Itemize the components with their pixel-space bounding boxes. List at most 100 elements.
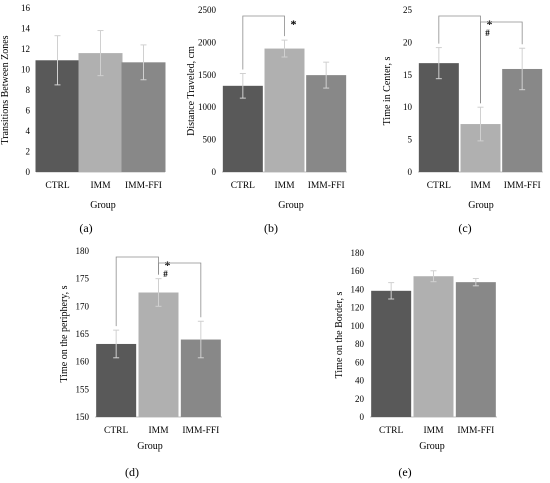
panel-label: (c) xyxy=(458,221,471,235)
x-axis-title: Group xyxy=(278,200,304,211)
y-tick-label: 170 xyxy=(76,301,90,311)
y-tick-label: 160 xyxy=(351,266,365,276)
y-tick-label: 2500 xyxy=(198,5,217,15)
error-bar xyxy=(388,282,395,300)
error-bar xyxy=(97,30,104,77)
y-tick-label: 2 xyxy=(26,147,31,157)
y-axis-title: Transitions Between Zones xyxy=(0,35,11,144)
y-tick-label: 5 xyxy=(408,135,413,145)
category-label: IMM xyxy=(148,426,169,436)
y-tick-label: 0 xyxy=(26,167,31,177)
significance-bracket xyxy=(158,262,202,318)
category-label: IMM xyxy=(423,426,444,436)
panel-label: (a) xyxy=(79,221,92,235)
y-tick-label: 80 xyxy=(355,339,365,349)
y-tick-label: 40 xyxy=(355,376,365,386)
y-tick-label: 20 xyxy=(403,37,413,47)
y-tick-label: 160 xyxy=(76,357,90,367)
significance-mark: * xyxy=(487,17,493,31)
y-tick-label: 20 xyxy=(355,394,365,404)
category-label: CTRL xyxy=(104,426,128,436)
category-label: CTRL xyxy=(231,181,255,191)
y-tick-label: 10 xyxy=(403,102,413,112)
panel-label: (b) xyxy=(264,221,278,235)
significance-mark: # xyxy=(163,269,168,279)
significance-mark: * xyxy=(291,17,297,31)
y-tick-label: 12 xyxy=(21,44,30,54)
error-bar xyxy=(113,329,120,359)
y-tick-label: 15 xyxy=(403,70,413,80)
y-axis-title: Distance Traveled, cm xyxy=(186,46,197,136)
y-axis-title: Time on the periphery, s xyxy=(59,285,70,382)
bar-imm-ffi xyxy=(121,62,166,173)
y-tick-label: 16 xyxy=(21,3,31,13)
y-axis-title: Time in Center, s xyxy=(382,57,393,126)
significance-mark: # xyxy=(485,28,490,38)
panel-label: (e) xyxy=(398,465,411,479)
error-bar xyxy=(155,278,162,307)
y-tick-label: 175 xyxy=(76,274,90,284)
y-tick-label: 2000 xyxy=(198,37,217,47)
y-tick-label: 4 xyxy=(26,126,31,136)
category-label: IMM-FFI xyxy=(504,181,541,191)
error-bar xyxy=(477,106,484,142)
y-tick-label: 1500 xyxy=(198,70,217,80)
y-tick-label: 180 xyxy=(351,248,365,258)
bar-ctrl xyxy=(418,63,459,172)
significance-bracket xyxy=(480,21,523,104)
category-label: CTRL xyxy=(45,181,69,191)
category-label: IMM-FFI xyxy=(182,426,219,436)
category-label: IMM xyxy=(90,181,111,191)
bar-imm-ffi xyxy=(306,75,347,172)
y-tick-label: 180 xyxy=(76,246,90,256)
category-label: IMM-FFI xyxy=(125,181,162,191)
y-tick-label: 500 xyxy=(203,135,217,145)
error-bar xyxy=(54,35,61,86)
bar-ctrl xyxy=(371,290,412,417)
y-tick-label: 165 xyxy=(76,329,90,339)
x-axis-title: Group xyxy=(468,200,494,211)
category-label: IMM-FFI xyxy=(308,181,345,191)
y-tick-label: 100 xyxy=(351,321,365,331)
panel-label: (d) xyxy=(125,465,139,479)
bar-imm xyxy=(264,48,305,172)
y-tick-label: 150 xyxy=(76,412,90,422)
y-tick-label: 60 xyxy=(355,357,365,367)
chart-panel-2: 0 500 1000 1500 2000 2500 CTRL IMM IMM-FFI * Group… xyxy=(186,5,347,235)
y-tick-label: 0 xyxy=(360,412,365,422)
y-tick-label: 8 xyxy=(26,85,31,95)
bar-imm xyxy=(413,276,454,417)
significance-mark: * xyxy=(165,258,171,272)
error-bar xyxy=(430,270,437,283)
bar-imm xyxy=(138,292,179,417)
bar-imm-ffi xyxy=(455,282,496,417)
y-tick-label: 10 xyxy=(21,65,31,75)
error-bar xyxy=(239,73,246,99)
y-tick-label: 6 xyxy=(26,106,31,116)
category-label: CTRL xyxy=(379,426,403,436)
category-label: CTRL xyxy=(427,181,451,191)
category-label: IMM-FFI xyxy=(457,426,494,436)
y-tick-label: 155 xyxy=(76,384,90,394)
error-bar xyxy=(140,44,147,81)
x-axis-title: Group xyxy=(90,200,116,211)
bar-ctrl xyxy=(222,85,263,172)
x-axis-title: Group xyxy=(137,441,163,452)
error-bar xyxy=(519,47,526,91)
y-tick-label: 1000 xyxy=(198,102,217,112)
chart-panel-4: 150 155 160 165 170 175 180 CTRL IMM IMM-FFI *# Gro… xyxy=(59,246,222,479)
y-tick-label: 14 xyxy=(21,24,31,34)
category-label: IMM xyxy=(470,181,491,191)
chart-panel-5: 0 20 40 60 80 100 120 140 160 180 CTRL IMM IMM-FFI Gr… xyxy=(334,248,497,479)
error-bar xyxy=(472,278,479,287)
y-tick-label: 0 xyxy=(408,167,413,177)
error-bar xyxy=(435,47,442,80)
y-tick-label: 120 xyxy=(351,303,365,313)
y-tick-label: 140 xyxy=(351,284,365,294)
x-axis-title: Group xyxy=(419,441,445,452)
y-tick-label: 0 xyxy=(212,167,217,177)
error-bar xyxy=(323,61,330,89)
y-axis-title: Time on the Border, s xyxy=(334,292,345,379)
y-tick-label: 25 xyxy=(403,5,413,15)
